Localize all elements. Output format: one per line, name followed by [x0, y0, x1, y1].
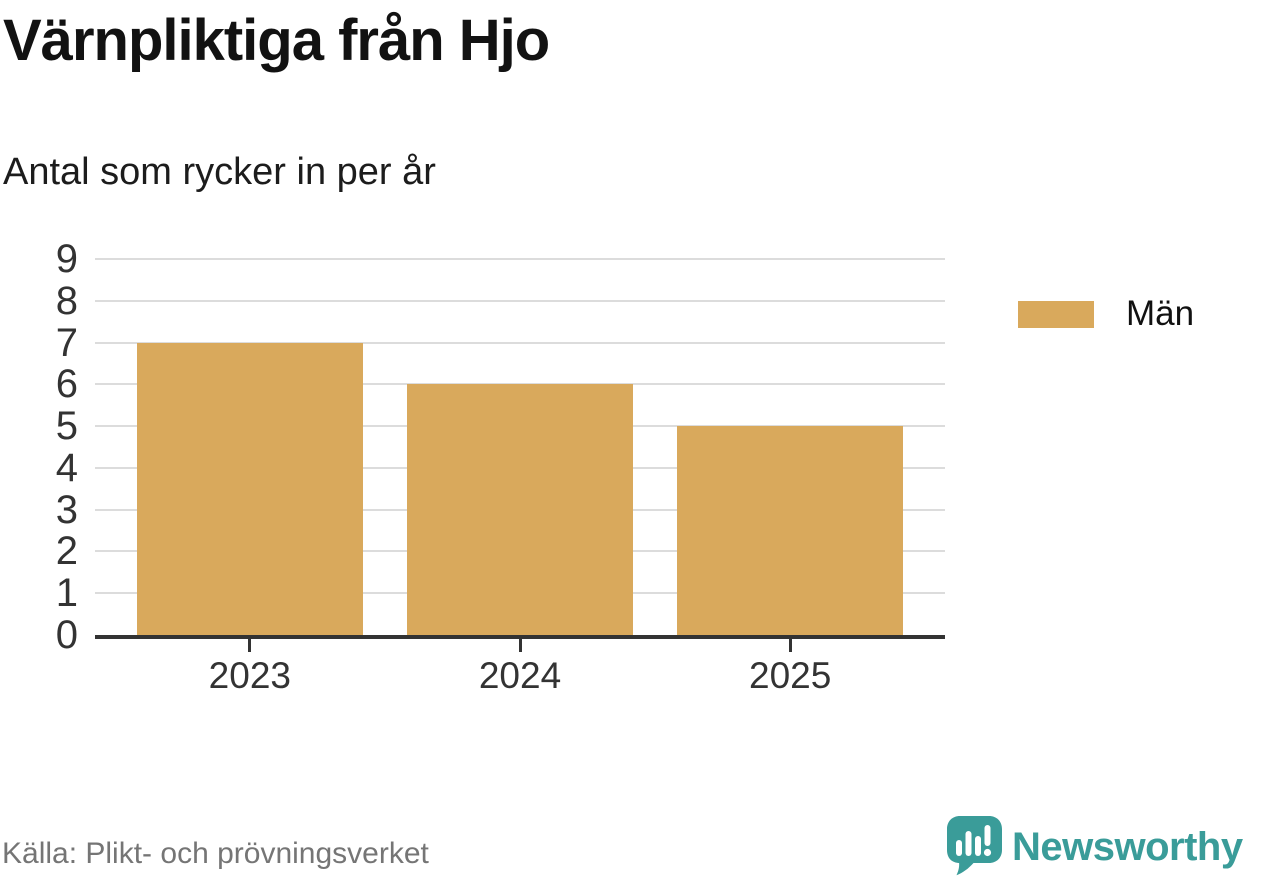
- x-tick-2023: [248, 639, 252, 652]
- x-axis: 2023 2024 2025: [95, 639, 945, 714]
- gridline-7: [95, 341, 945, 344]
- legend-label: Män: [1126, 294, 1195, 333]
- x-tick-label-2024: 2024: [478, 655, 562, 696]
- y-tick-label-1: 1: [55, 571, 78, 616]
- gridline-8: [95, 299, 945, 302]
- source-text: Källa: Plikt- och prövningsverket: [2, 837, 429, 870]
- y-tick-label-0: 0: [55, 613, 78, 657]
- newsworthy-logo-icon: [947, 816, 1002, 876]
- newsworthy-logo: Newsworthy: [946, 815, 1243, 879]
- chart-title: Värnpliktiga från Hjo: [3, 8, 550, 73]
- y-tick-label-3: 3: [55, 487, 78, 532]
- x-tick-2024: [518, 639, 522, 652]
- bar-2025: [676, 426, 904, 635]
- y-tick-label-7: 7: [55, 320, 78, 365]
- x-tick-label-2025: 2025: [749, 655, 832, 696]
- bar-2023: [136, 342, 364, 635]
- y-tick-label-6: 6: [55, 362, 78, 407]
- x-tick-2025: [788, 639, 792, 652]
- x-tick-label-2023: 2023: [208, 655, 291, 696]
- legend-swatch: [1018, 300, 1094, 328]
- plot-area: [95, 258, 945, 639]
- gridline-9: [95, 258, 945, 260]
- bar-2024: [406, 384, 634, 635]
- newsworthy-logo-text: Newsworthy: [1012, 825, 1243, 869]
- y-tick-label-4: 4: [55, 445, 78, 490]
- y-tick-label-8: 8: [55, 278, 78, 323]
- y-tick-label-9: 9: [55, 237, 78, 281]
- y-tick-label-5: 5: [55, 404, 78, 449]
- y-tick-label-2: 2: [55, 529, 78, 574]
- chart-subtitle: Antal som rycker in per år: [3, 151, 436, 193]
- legend: Män: [1018, 293, 1194, 335]
